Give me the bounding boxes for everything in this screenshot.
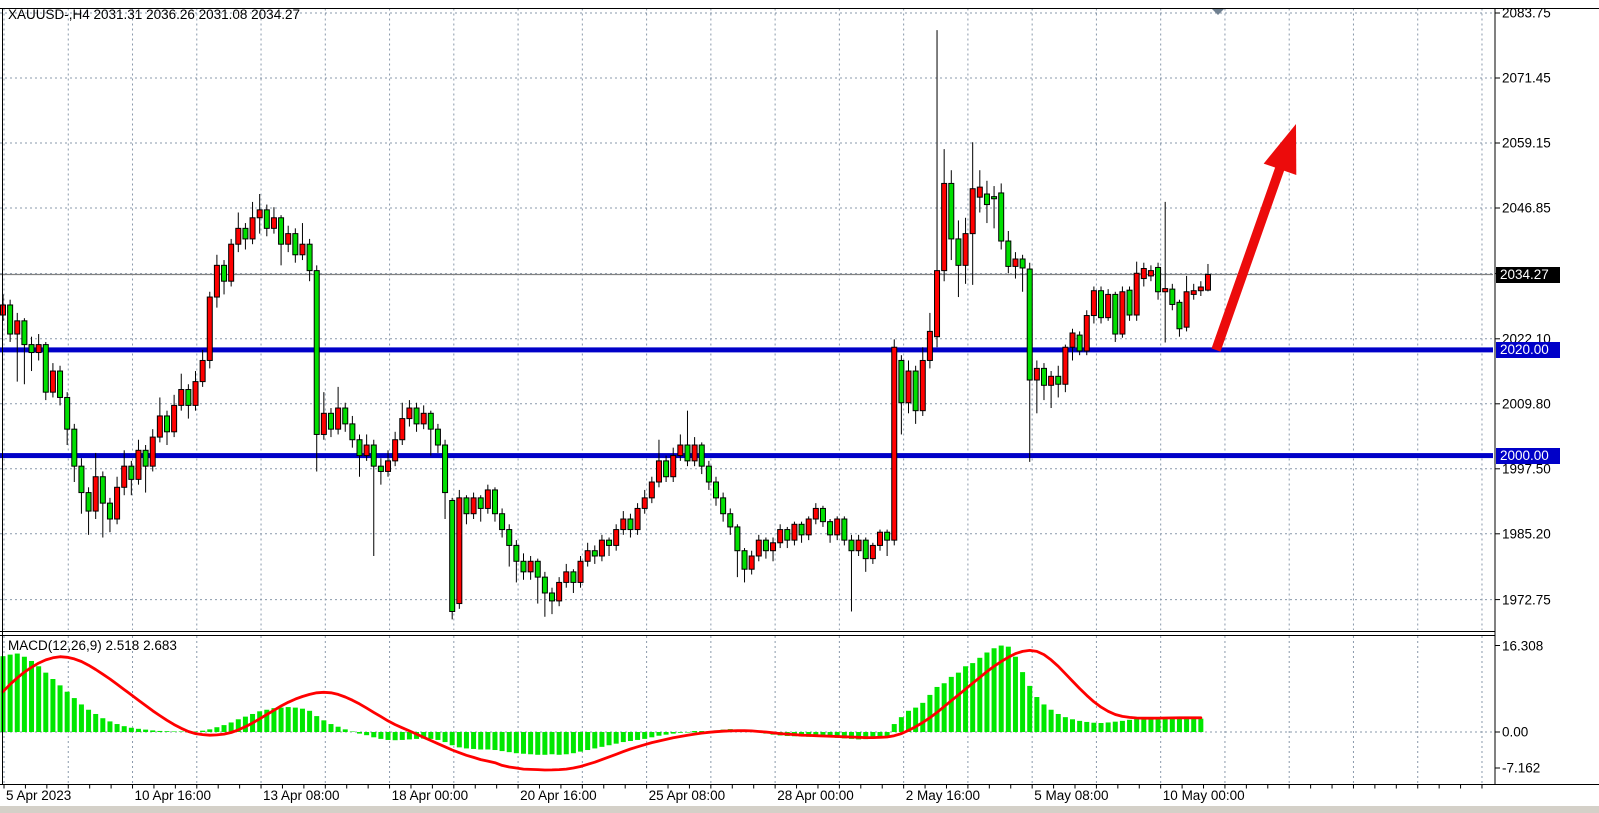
current-price-tag: 2034.27: [1496, 266, 1560, 283]
time-axis-label: 10 May 00:00: [1162, 788, 1245, 803]
support-level-line-2000[interactable]: [0, 453, 1493, 459]
window-bottom-strip: [0, 806, 1599, 813]
price-tick-label: 2071.45: [1502, 70, 1551, 86]
time-axis-label: 28 Apr 00:00: [777, 788, 854, 803]
price-tick-label: 2059.15: [1502, 135, 1551, 151]
macd-scale-label: -7.162: [1502, 760, 1541, 776]
level-price-tag: 2000.00: [1496, 447, 1560, 464]
time-marker-triangle-icon: [1212, 9, 1224, 15]
price-tick-label: 1997.50: [1502, 461, 1551, 477]
candlestick-series: [0, 30, 1211, 620]
level-price-tag: 2020.00: [1496, 341, 1560, 358]
time-axis-label: 18 Apr 00:00: [391, 788, 469, 803]
macd-scale-label: 0.00: [1502, 724, 1529, 740]
price-tick-label: 1972.75: [1502, 592, 1551, 608]
chart-title: XAUUSD-,H4 2031.31 2036.26 2031.08 2034.…: [8, 7, 300, 22]
time-axis-label: 5 May 08:00: [1034, 788, 1109, 803]
time-axis-label: 5 Apr 2023: [6, 788, 72, 803]
axis-tick-marks: [3, 12, 1500, 789]
panel-borders: [0, 8, 1599, 785]
trend-arrow-annotation[interactable]: [1211, 124, 1297, 352]
price-tick-label: 1985.20: [1502, 526, 1551, 542]
macd-histogram: [0, 645, 1204, 755]
time-axis-label: 25 Apr 08:00: [648, 788, 726, 803]
time-axis-label: 20 Apr 16:00: [520, 788, 597, 803]
price-tick-label: 2046.85: [1502, 200, 1551, 216]
time-axis-label: 13 Apr 08:00: [263, 788, 340, 803]
time-axis-label: 10 Apr 16:00: [134, 788, 212, 803]
support-level-line-2020[interactable]: [0, 347, 1493, 353]
macd-scale-label: 16.308: [1502, 638, 1544, 653]
grid-lines: [0, 8, 1493, 785]
time-axis-label: 2 May 16:00: [905, 788, 980, 803]
price-tick-label: 2009.80: [1502, 396, 1551, 412]
macd-indicator-label: MACD(12,26,9) 2.518 2.683: [8, 638, 177, 653]
price-tick-label: 2083.75: [1502, 5, 1551, 21]
macd-signal-line: [1, 649, 1203, 772]
